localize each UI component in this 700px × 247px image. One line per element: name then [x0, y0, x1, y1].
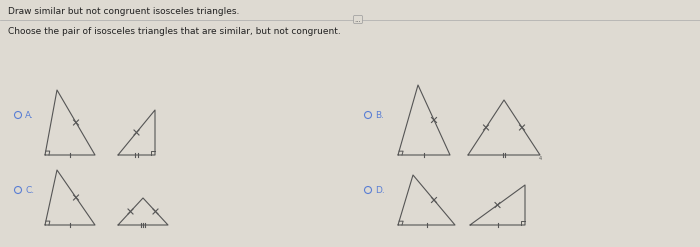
Text: 4: 4	[539, 156, 542, 161]
Text: B.: B.	[375, 110, 384, 120]
Text: Draw similar but not congruent isosceles triangles.: Draw similar but not congruent isosceles…	[8, 7, 239, 16]
Text: D.: D.	[375, 185, 385, 194]
Text: ...: ...	[355, 17, 361, 22]
Text: A.: A.	[25, 110, 34, 120]
Text: C.: C.	[25, 185, 34, 194]
Text: Choose the pair of isosceles triangles that are similar, but not congruent.: Choose the pair of isosceles triangles t…	[8, 27, 341, 36]
